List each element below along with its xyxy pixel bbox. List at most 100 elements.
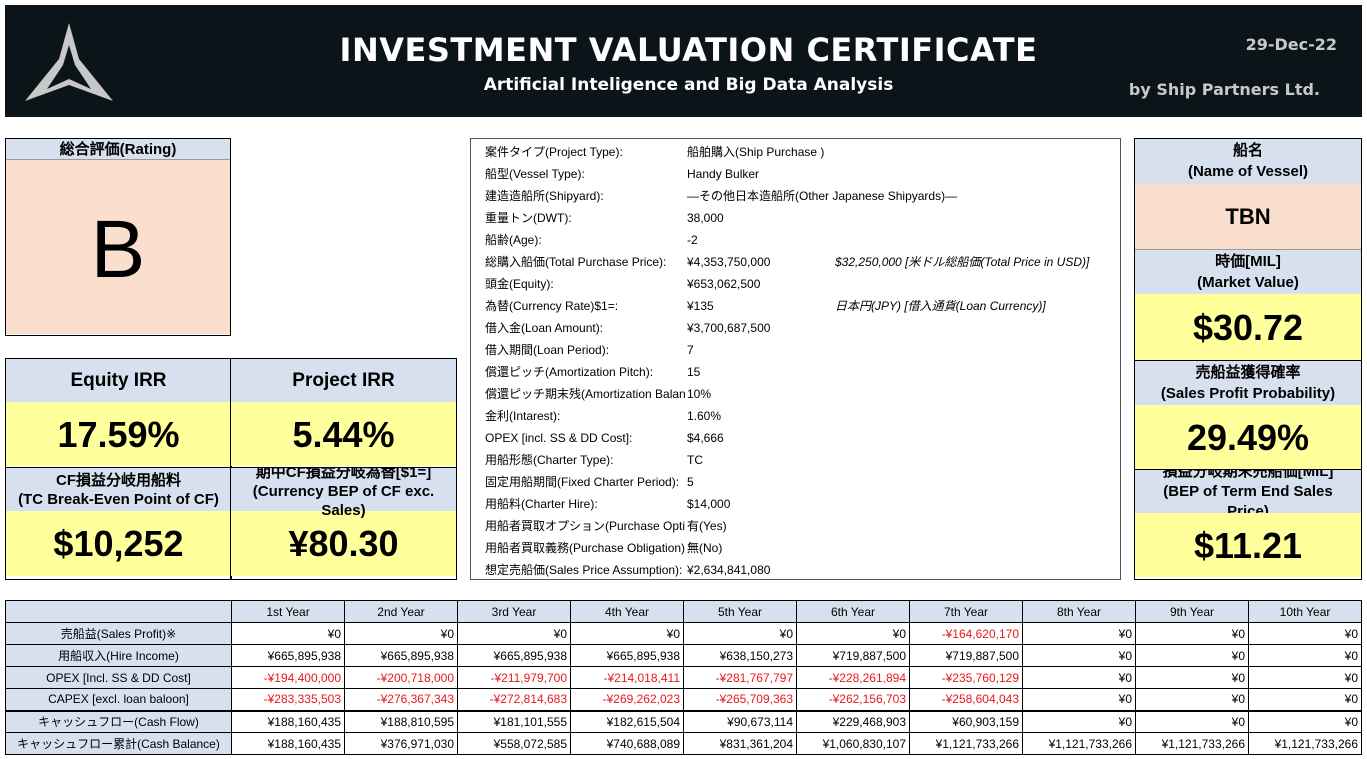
detail-row: OPEX [incl. SS & DD Cost]: $4,666 [471, 427, 1120, 449]
term-end-bep-label-en2: Price) [1227, 503, 1269, 513]
detail-label: 用船形態(Charter Type): [485, 453, 614, 467]
detail-row: 船齢(Age): -2 [471, 229, 1120, 251]
table-cell: -¥235,760,129 [909, 666, 1023, 689]
row-label: キャッシュフロー累計(Cash Balance) [5, 732, 232, 755]
vessel-name-label: 船名 (Name of Vessel) [1135, 139, 1361, 184]
table-cell: ¥638,150,273 [683, 644, 797, 667]
table-cell: ¥0 [1135, 622, 1249, 645]
detail-label: OPEX [incl. SS & DD Cost]: [485, 431, 633, 445]
term-end-bep-label-jp: 損益分岐期末売船価[MIL] [1162, 469, 1334, 480]
detail-label: 想定売船価(Sales Price Assumption): [485, 563, 683, 577]
table-row: OPEX [Incl. SS & DD Cost] -¥194,400,000 -¥… [5, 666, 1362, 689]
term-end-bep-label-en: (BEP of Term End Sales [1163, 483, 1333, 500]
table-cell: -¥276,367,343 [344, 688, 458, 711]
table-cell: -¥258,604,043 [909, 688, 1023, 711]
currency-bep-label-en: (Currency BEP of CF exc. [252, 483, 435, 500]
table-cell: ¥665,895,938 [570, 644, 684, 667]
detail-value: 38,000 [687, 211, 724, 225]
detail-row: 船型(Vessel Type): Handy Bulker [471, 163, 1120, 185]
detail-row: 償還ピッチ期末残(Amortization Balance): 10% [471, 383, 1120, 405]
table-cell: ¥0 [1022, 644, 1136, 667]
vessel-name-value: TBN [1135, 184, 1361, 249]
table-cell: ¥90,673,114 [683, 709, 797, 733]
sales-profit-probability-label: 売船益獲得確率 (Sales Profit Probability) [1135, 360, 1361, 405]
year-header: 9th Year [1135, 600, 1249, 623]
table-row: キャッシュフロー累計(Cash Balance) ¥188,160,435 ¥376… [5, 732, 1362, 755]
detail-value: 7 [687, 343, 694, 357]
year-header: 6th Year [796, 600, 910, 623]
detail-row: 建造造船所(Shipyard): —その他日本造船所(Other Japanese… [471, 185, 1120, 207]
detail-row: 総購入船価(Total Purchase Price): ¥4,353,750,0… [471, 251, 1120, 273]
year-header: 4th Year [570, 600, 684, 623]
project-details-panel: 案件タイプ(Project Type): 船舶購入(Ship Purchase )… [470, 138, 1121, 580]
detail-value: Handy Bulker [687, 167, 760, 181]
table-row: キャッシュフロー(Cash Flow) ¥188,160,435 ¥188,810,… [5, 709, 1362, 733]
detail-value: 有(Yes) [687, 519, 727, 533]
table-cell: ¥719,887,500 [796, 644, 910, 667]
detail-label: 船型(Vessel Type): [485, 167, 585, 181]
table-cell: ¥558,072,585 [457, 732, 571, 755]
sales-profit-label-jp: 売船益獲得確率 [1195, 364, 1301, 381]
tc-bep-label-jp: CF損益分岐用船料 [56, 472, 181, 489]
detail-row: 用船料(Charter Hire): $14,000 [471, 493, 1120, 515]
table-cell: ¥0 [1248, 666, 1362, 689]
table-cell: -¥214,018,411 [570, 666, 684, 689]
triangle-logo-icon [25, 23, 113, 101]
table-cell: ¥229,468,903 [796, 709, 910, 733]
detail-label: 金利(Intarest): [485, 409, 561, 423]
table-cell: ¥1,121,733,266 [1135, 732, 1249, 755]
detail-row: 想定売船価(Sales Price Assumption): ¥2,634,841… [471, 559, 1120, 581]
table-cell: -¥164,620,170 [909, 622, 1023, 645]
currency-bep-label-jp: 期中CF損益分岐為替[$1=] [255, 467, 432, 481]
detail-label: 用船者買取義務(Purchase Obligation): [485, 541, 685, 555]
project-irr-label: Project IRR [231, 359, 456, 402]
year-header: 5th Year [683, 600, 797, 623]
year-header: 7th Year [909, 600, 1023, 623]
detail-value: 5 [687, 475, 694, 489]
detail-value: 1.60% [687, 409, 722, 423]
detail-row: 用船形態(Charter Type): TC [471, 449, 1120, 471]
table-cell: ¥0 [344, 622, 458, 645]
year-header: 8th Year [1022, 600, 1136, 623]
table-cell: -¥281,767,797 [683, 666, 797, 689]
table-cell: -¥211,979,700 [457, 666, 571, 689]
vessel-name-label-jp: 船名 [1232, 142, 1263, 159]
detail-row: 為替(Currency Rate)$1=: ¥135 日本円(JPY) [借入通貨(… [471, 295, 1120, 317]
page-title: INVESTMENT VALUATION CERTIFICATE [339, 31, 1038, 69]
detail-label: 頭金(Equity): [485, 277, 554, 291]
year-header: 10th Year [1248, 600, 1362, 623]
vessel-panel: 船名 (Name of Vessel) TBN 時価[MIL] (Market … [1134, 138, 1362, 580]
table-cell: ¥0 [1135, 644, 1249, 667]
detail-label: 建造造船所(Shipyard): [485, 189, 604, 203]
table-header-row: 1st Year 2nd Year 3rd Year 4th Year 5th … [5, 600, 1362, 623]
table-cell: ¥0 [796, 622, 910, 645]
currency-bep-cell: 期中CF損益分岐為替[$1=] (Currency BEP of CF exc.… [230, 467, 457, 580]
detail-label: 重量トン(DWT): [485, 211, 572, 225]
year-header: 2nd Year [344, 600, 458, 623]
detail-extra: $32,250,000 [米ドル総船価(Total Price in USD)] [835, 255, 1090, 269]
detail-label: 総購入船価(Total Purchase Price): [485, 255, 667, 269]
detail-extra: 日本円(JPY) [借入通貨(Loan Currency)] [835, 299, 1046, 313]
detail-value: ¥2,634,841,080 [687, 563, 771, 577]
table-cell: ¥182,615,504 [570, 709, 684, 733]
detail-row: 案件タイプ(Project Type): 船舶購入(Ship Purchase ) [471, 141, 1120, 163]
equity-irr-cell: Equity IRR 17.59% [5, 358, 232, 469]
row-label: 売船益(Sales Profit)※ [5, 622, 232, 645]
table-cell: ¥740,688,089 [570, 732, 684, 755]
detail-label: 借入期間(Loan Period): [485, 343, 610, 357]
equity-irr-value: 17.59% [6, 402, 231, 466]
table-cell: -¥194,400,000 [231, 666, 345, 689]
table-cell: -¥265,709,363 [683, 688, 797, 711]
table-cell: ¥376,971,030 [344, 732, 458, 755]
table-cell: -¥269,262,023 [570, 688, 684, 711]
table-cell: -¥262,156,703 [796, 688, 910, 711]
page-subtitle: Artificial Inteligence and Big Data Anal… [483, 75, 894, 95]
detail-label: 償還ピッチ(Amortization Pitch): [485, 365, 654, 379]
table-cell: ¥0 [1022, 622, 1136, 645]
vessel-name-label-en: (Name of Vessel) [1187, 163, 1309, 180]
table-cell: ¥0 [1022, 688, 1136, 711]
cashflow-table: 1st Year 2nd Year 3rd Year 4th Year 5th … [5, 600, 1362, 755]
detail-value: 船舶購入(Ship Purchase ) [687, 145, 825, 159]
row-label: OPEX [Incl. SS & DD Cost] [5, 666, 232, 689]
table-cell: ¥1,060,830,107 [796, 732, 910, 755]
